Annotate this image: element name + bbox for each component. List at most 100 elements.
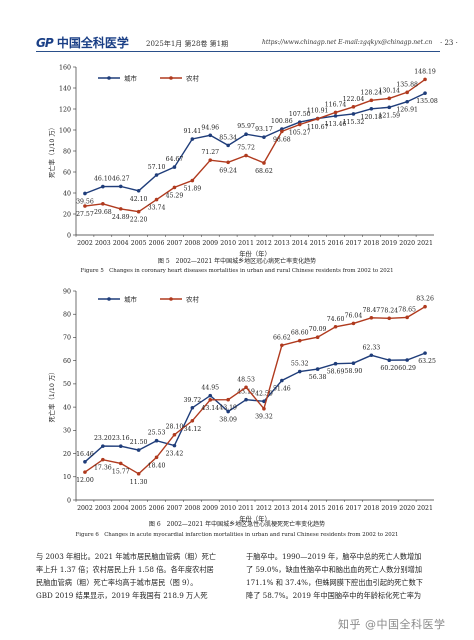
body-text-left: 与 2003 年相比。2021 年城市居民脑血管病（粗）死亡 率上升 1.37 … xyxy=(36,550,232,602)
y-tick-label: 80 xyxy=(63,312,71,319)
y-tick-label: 50 xyxy=(63,381,71,388)
x-tick-label: 2006 xyxy=(149,505,165,512)
data-point xyxy=(405,315,409,320)
x-tick-label: 2004 xyxy=(113,505,129,512)
data-point xyxy=(136,448,141,452)
x-tick-label: 2007 xyxy=(167,505,183,512)
series-line-rural xyxy=(84,78,426,213)
x-tick-label: 2020 xyxy=(399,240,415,247)
data-label: 110.91 xyxy=(307,108,329,115)
data-point xyxy=(136,209,141,214)
data-point xyxy=(190,178,195,183)
data-point xyxy=(208,393,213,398)
x-tick-label: 2008 xyxy=(184,240,200,247)
data-label: 116.74 xyxy=(325,101,347,108)
figure6-caption-cn: 图 6 2002—2021 年中国城乡地区急性心肌梗死死亡率变化趋势 xyxy=(148,521,326,528)
data-label: 75.72 xyxy=(237,144,255,151)
data-point xyxy=(83,459,87,464)
data-label: 56.38 xyxy=(309,374,327,381)
x-tick-label: 2019 xyxy=(381,240,397,247)
data-label: 17.36 xyxy=(94,465,112,472)
body-line: 171.1% 和 37.4%，但蛛网膜下腔出血引起的死亡数下 xyxy=(246,578,423,587)
body-text-right: 于脑卒中。1990—2019 年，脑卒中总的死亡人数增加 了 59.0%，缺血性… xyxy=(246,550,442,602)
data-point xyxy=(208,158,213,162)
x-tick-label: 2009 xyxy=(202,505,218,512)
figure5-caption-cn: 图 5 2002—2021 年中国城乡地区冠心病死亡率变化趋势 xyxy=(157,258,317,265)
data-point xyxy=(154,173,159,177)
figure6-caption-en: Figure 6 Changes in acute myocardial inf… xyxy=(75,532,399,538)
data-point xyxy=(297,369,302,374)
data-label: 60.29 xyxy=(398,365,416,372)
data-point xyxy=(262,406,266,411)
figure5-caption-en: Figure 5 Changes in coronary heart disea… xyxy=(80,268,394,274)
data-label: 42.50 xyxy=(255,390,273,397)
x-tick-label: 2020 xyxy=(399,505,415,512)
legend-marker xyxy=(169,297,173,301)
x-axis-label: 年份（年） xyxy=(239,249,270,258)
data-label: 38.09 xyxy=(219,417,237,424)
data-label: 115.32 xyxy=(343,119,365,126)
data-label: 23.42 xyxy=(166,451,184,458)
data-point xyxy=(101,457,105,462)
x-tick-label: 2002 xyxy=(77,505,93,512)
data-label: 74.60 xyxy=(327,316,345,323)
data-point xyxy=(208,133,213,138)
body-line: 于脑卒中。1990—2019 年，脑卒中总的死亡人数增加 xyxy=(246,552,422,561)
data-label: 94.96 xyxy=(201,124,219,131)
data-point xyxy=(351,105,356,109)
x-tick-label: 2006 xyxy=(149,240,165,247)
data-label: 23.20 xyxy=(94,435,112,442)
data-point xyxy=(118,207,123,211)
data-label: 85.34 xyxy=(219,134,237,141)
issue-info: 2025年1月 第28卷 第1期 xyxy=(146,40,229,48)
data-point xyxy=(154,197,159,202)
data-label: 130.14 xyxy=(378,87,400,94)
data-label: 105.27 xyxy=(289,129,311,136)
data-point xyxy=(262,399,266,404)
data-point xyxy=(226,143,230,148)
data-point xyxy=(423,304,427,309)
data-label: 126.91 xyxy=(396,107,418,114)
body-line: 与 2003 年相比。2021 年城市居民脑血管病（粗）死亡 xyxy=(36,552,217,561)
y-tick-label: 0 xyxy=(67,497,71,504)
data-point xyxy=(208,398,213,402)
series-line-rural xyxy=(84,306,426,475)
data-label: 25.53 xyxy=(148,430,166,437)
data-label: 66.62 xyxy=(273,334,291,341)
legend-label: 城市 xyxy=(124,73,138,82)
y-tick-label: 20 xyxy=(63,211,71,218)
legend-marker xyxy=(169,76,173,80)
data-point xyxy=(333,361,338,366)
data-point xyxy=(369,98,374,103)
data-label: 78.24 xyxy=(380,307,398,314)
data-label: 42.10 xyxy=(130,196,148,203)
data-point xyxy=(315,367,320,371)
data-label: 21.50 xyxy=(130,439,148,446)
data-point xyxy=(280,343,284,348)
y-axis-label: 死亡率（1/10 万） xyxy=(47,369,56,423)
data-label: 120.18 xyxy=(361,114,383,121)
data-label: 78.47 xyxy=(362,307,380,314)
data-label: 100.86 xyxy=(271,118,293,125)
y-tick-label: 20 xyxy=(63,451,71,458)
data-label: 23.16 xyxy=(112,435,130,442)
data-point xyxy=(101,444,105,448)
data-label: 39.56 xyxy=(76,198,94,205)
data-point xyxy=(387,96,392,101)
legend-label: 城市 xyxy=(124,294,138,303)
data-point xyxy=(387,316,392,321)
data-label: 60.20 xyxy=(380,365,398,372)
y-axis-label: 死亡率（1/10 万） xyxy=(47,124,56,178)
data-point xyxy=(280,129,284,134)
legend-marker xyxy=(107,76,111,80)
y-tick-label: 140 xyxy=(59,85,71,92)
data-point xyxy=(405,99,409,104)
data-label: 46.10 xyxy=(94,176,112,183)
data-point xyxy=(244,153,248,158)
data-point xyxy=(262,161,266,165)
y-tick-label: 160 xyxy=(59,64,71,71)
x-tick-label: 2002 xyxy=(77,240,93,247)
data-label: 43.19 xyxy=(237,389,255,396)
page-number: · 23 · xyxy=(440,39,458,47)
